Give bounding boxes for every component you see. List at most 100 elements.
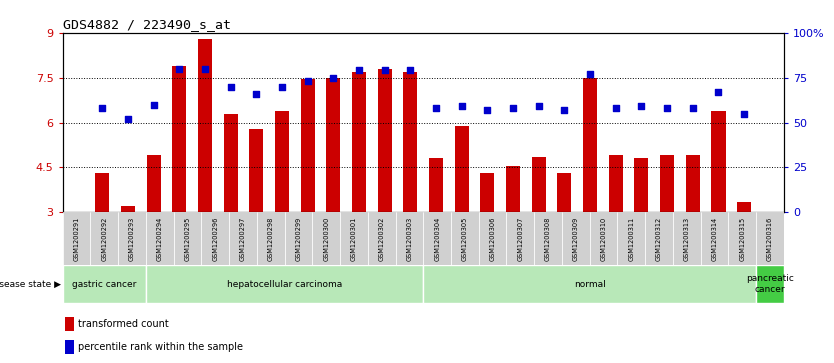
FancyBboxPatch shape [146,265,423,303]
Text: GSM1200294: GSM1200294 [157,217,163,261]
Bar [224,114,238,212]
FancyBboxPatch shape [701,212,728,265]
FancyBboxPatch shape [229,212,257,265]
Text: GSM1200308: GSM1200308 [545,217,551,261]
FancyBboxPatch shape [423,212,451,265]
Text: GSM1200291: GSM1200291 [73,217,79,261]
Point [635,103,648,109]
FancyBboxPatch shape [479,212,506,265]
Bar [301,79,314,212]
FancyBboxPatch shape [646,212,673,265]
FancyBboxPatch shape [673,212,701,265]
Point [455,103,469,109]
Point [378,68,391,73]
Text: hepatocellular carcinoma: hepatocellular carcinoma [227,280,342,289]
FancyBboxPatch shape [312,212,340,265]
Point [711,89,725,95]
FancyBboxPatch shape [90,212,118,265]
Text: GSM1200307: GSM1200307 [517,217,524,261]
Bar [275,110,289,212]
Point [430,105,443,111]
Point [661,105,674,111]
Bar [95,174,109,212]
FancyBboxPatch shape [395,212,423,265]
FancyBboxPatch shape [562,212,590,265]
Text: GSM1200304: GSM1200304 [435,217,440,261]
Text: GSM1200292: GSM1200292 [101,217,108,261]
Point [609,105,622,111]
Point [686,105,700,111]
FancyBboxPatch shape [423,265,756,303]
FancyBboxPatch shape [340,212,368,265]
FancyBboxPatch shape [63,265,146,303]
Bar [532,157,545,212]
Bar [686,155,700,212]
Bar [121,206,135,212]
Bar [429,159,443,212]
Text: GSM1200313: GSM1200313 [684,217,690,261]
Text: GSM1200311: GSM1200311 [628,217,635,261]
Point [173,66,186,72]
Bar [557,174,571,212]
Bar [147,155,161,212]
Bar [506,166,520,212]
Bar [173,66,187,212]
Text: GSM1200302: GSM1200302 [379,217,384,261]
Text: GDS4882 / 223490_s_at: GDS4882 / 223490_s_at [63,19,230,32]
Text: GSM1200303: GSM1200303 [406,217,412,261]
Point [122,116,135,122]
FancyBboxPatch shape [284,212,312,265]
FancyBboxPatch shape [535,212,562,265]
Text: GSM1200309: GSM1200309 [573,217,579,261]
Point [737,111,751,117]
Point [532,103,545,109]
Point [249,91,263,97]
Text: GSM1200295: GSM1200295 [184,217,190,261]
Bar [660,155,674,212]
Point [275,84,289,90]
FancyBboxPatch shape [368,212,395,265]
FancyBboxPatch shape [63,212,90,265]
FancyBboxPatch shape [451,212,479,265]
Text: GSM1200299: GSM1200299 [295,217,301,261]
Text: GSM1200310: GSM1200310 [600,217,606,261]
Bar [378,69,392,212]
Point [301,78,314,84]
Bar [635,159,649,212]
Bar [455,126,469,212]
Bar [249,129,264,212]
Bar [65,317,74,331]
FancyBboxPatch shape [590,212,617,265]
Point [480,107,494,113]
Bar [352,72,366,212]
Point [353,68,366,73]
FancyBboxPatch shape [756,212,784,265]
Bar [198,38,212,212]
FancyBboxPatch shape [118,212,146,265]
Point [327,75,340,81]
Point [558,107,571,113]
Point [224,84,238,90]
Text: GSM1200296: GSM1200296 [212,217,219,261]
Text: GSM1200297: GSM1200297 [240,217,246,261]
Bar [583,78,597,212]
Text: GSM1200298: GSM1200298 [268,217,274,261]
FancyBboxPatch shape [728,212,756,265]
Point [96,105,109,111]
Point [584,71,597,77]
FancyBboxPatch shape [146,212,173,265]
Point [147,102,160,107]
Text: normal: normal [574,280,605,289]
Bar [711,110,726,212]
Text: gastric cancer: gastric cancer [72,280,136,289]
Point [506,105,520,111]
Text: GSM1200300: GSM1200300 [323,217,329,261]
FancyBboxPatch shape [617,212,646,265]
Bar [65,340,74,354]
Bar [404,72,418,212]
Bar [326,78,340,212]
Bar [480,174,495,212]
Text: percentile rank within the sample: percentile rank within the sample [78,342,243,352]
Text: GSM1200315: GSM1200315 [739,217,746,261]
Text: GSM1200293: GSM1200293 [129,217,135,261]
